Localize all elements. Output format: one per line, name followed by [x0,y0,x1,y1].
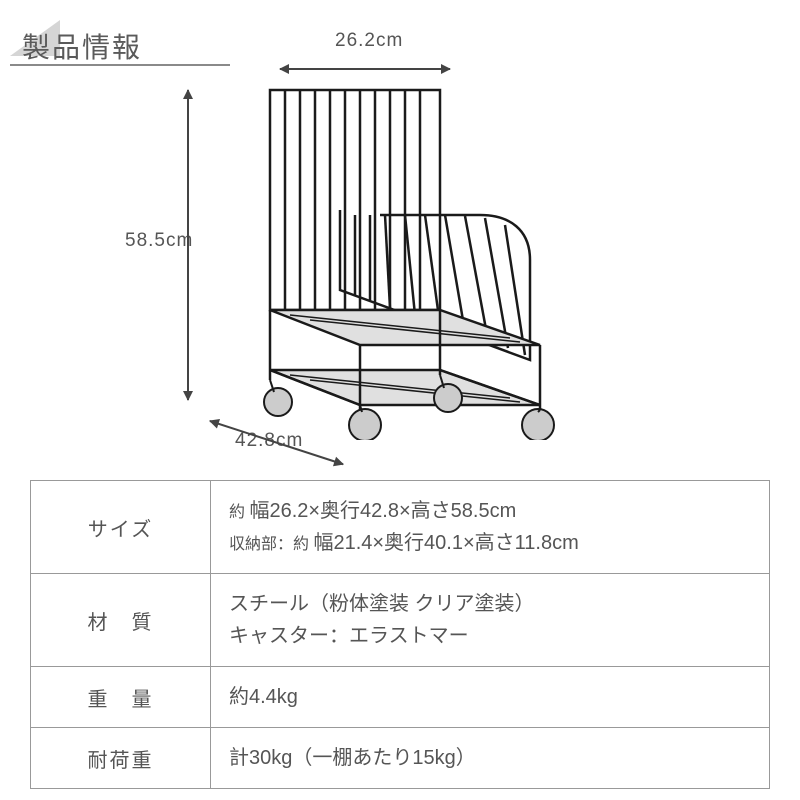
spec-value-material: スチール（粉体塗装 クリア塗装） キャスター：エラストマー [211,574,770,667]
spec-label-size: サイズ [31,481,211,574]
spec-table: サイズ 約 幅26.2×奥行42.8×高さ58.5cm 収納部：約 幅21.4×… [30,480,770,789]
spec-value-load: 計30kg（一棚あたり15kg） [211,728,770,789]
spec-value-weight: 約4.4kg [211,667,770,728]
dimension-arrow-height [187,90,189,400]
table-row: 耐荷重 計30kg（一棚あたり15kg） [31,728,770,789]
product-diagram: 26.2cm 58.5cm 42.8cm [130,30,610,460]
dimension-width-label: 26.2cm [335,30,403,52]
product-illustration [230,80,570,440]
dimension-height-label: 58.5cm [125,230,193,252]
spec-label-load: 耐荷重 [31,728,211,789]
table-row: 材 質 スチール（粉体塗装 クリア塗装） キャスター：エラストマー [31,574,770,667]
table-row: 重 量 約4.4kg [31,667,770,728]
table-row: サイズ 約 幅26.2×奥行42.8×高さ58.5cm 収納部：約 幅21.4×… [31,481,770,574]
dimension-arrow-width [280,68,450,70]
spec-value-size: 約 幅26.2×奥行42.8×高さ58.5cm 収納部：約 幅21.4×奥行40… [211,481,770,574]
header-title: 製品情報 [22,26,142,66]
spec-label-weight: 重 量 [31,667,211,728]
spec-label-material: 材 質 [31,574,211,667]
